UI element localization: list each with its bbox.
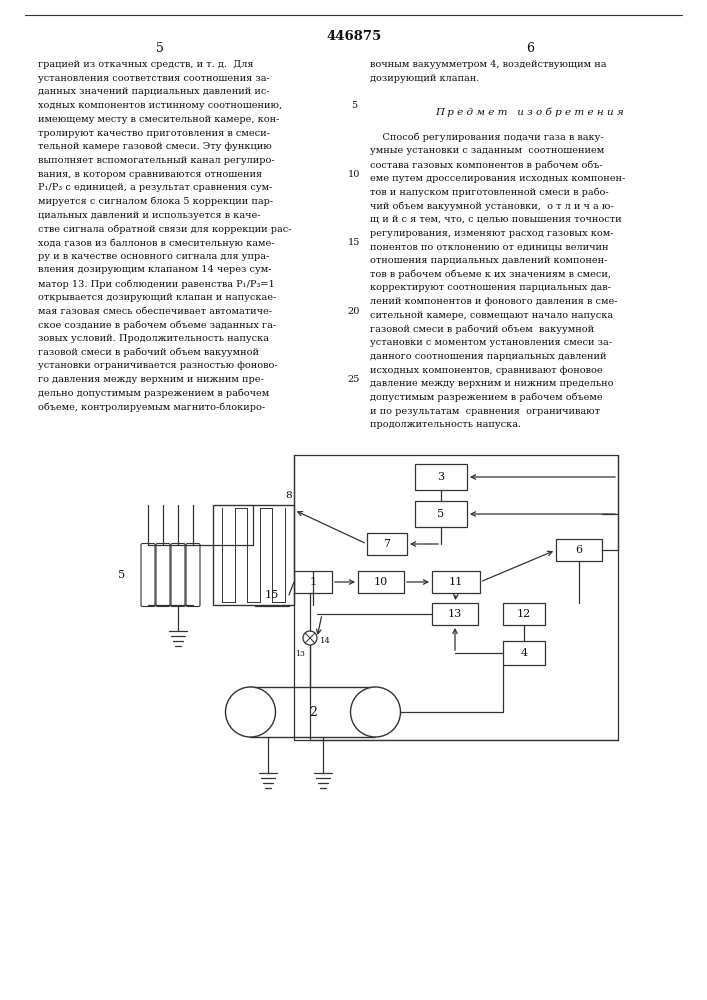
Text: 11: 11 <box>449 577 463 587</box>
Text: данных значений парциальных давлений ис-: данных значений парциальных давлений ис- <box>38 87 269 96</box>
Text: 13: 13 <box>295 650 305 658</box>
Text: 2: 2 <box>309 706 317 718</box>
Text: и по результатам  сравнения  ограничивают: и по результатам сравнения ограничивают <box>370 407 600 416</box>
Text: тролируют качество приготовления в смеси-: тролируют качество приготовления в смеси… <box>38 128 270 137</box>
Bar <box>415 501 467 527</box>
Text: 20: 20 <box>348 307 360 316</box>
Ellipse shape <box>226 687 276 737</box>
Text: P₁/P₃ с единицей, а результат сравнения сум-: P₁/P₃ с единицей, а результат сравнения … <box>38 183 272 192</box>
Text: отношения парциальных давлений компонен-: отношения парциальных давлений компонен- <box>370 256 607 265</box>
Text: 25: 25 <box>348 375 360 384</box>
Text: П р е д м е т   и з о б р е т е н и я: П р е д м е т и з о б р е т е н и я <box>436 108 624 117</box>
Ellipse shape <box>351 687 400 737</box>
Text: 5: 5 <box>438 509 445 519</box>
FancyBboxPatch shape <box>171 544 185 606</box>
Text: сительной камере, совмещают начало напуска: сительной камере, совмещают начало напус… <box>370 311 613 320</box>
Text: матор 13. При соблюдении равенства P₁/P₃=1: матор 13. При соблюдении равенства P₁/P₃… <box>38 279 275 289</box>
Text: щ и й с я тем, что, с целью повышения точности: щ и й с я тем, что, с целью повышения то… <box>370 215 621 224</box>
Text: 15: 15 <box>348 238 360 247</box>
Bar <box>503 641 545 665</box>
Bar <box>250 687 375 737</box>
Text: 6: 6 <box>575 545 583 555</box>
Text: 8: 8 <box>286 491 292 500</box>
Text: имеющему месту в смесительной камере, кон-: имеющему месту в смесительной камере, ко… <box>38 115 279 124</box>
Text: 12: 12 <box>517 609 531 619</box>
Text: продолжительность напуска.: продолжительность напуска. <box>370 420 521 429</box>
Bar <box>415 464 467 490</box>
Text: регулирования, изменяют расход газовых ком-: регулирования, изменяют расход газовых к… <box>370 229 614 238</box>
Text: лений компонентов и фонового давления в сме-: лений компонентов и фонового давления в … <box>370 297 617 306</box>
Text: корректируют соотношения парциальных дав-: корректируют соотношения парциальных дав… <box>370 283 611 292</box>
Bar <box>432 603 478 625</box>
Text: ходных компонентов истинному соотношению,: ходных компонентов истинному соотношению… <box>38 101 282 110</box>
Text: 7: 7 <box>383 539 390 549</box>
Text: вления дозирующим клапаном 14 через сум-: вления дозирующим клапаном 14 через сум- <box>38 265 271 274</box>
Text: 4: 4 <box>520 648 527 658</box>
Text: понентов по отклонению от единицы величин: понентов по отклонению от единицы величи… <box>370 242 609 251</box>
Text: тов и напуском приготовленной смеси в рабо-: тов и напуском приготовленной смеси в ра… <box>370 187 609 197</box>
Text: исходных компонентов, сравнивают фоновое: исходных компонентов, сравнивают фоновое <box>370 366 602 375</box>
Text: чий объем вакуумной установки,  о т л и ч а ю-: чий объем вакуумной установки, о т л и ч… <box>370 201 614 211</box>
FancyBboxPatch shape <box>156 544 170 606</box>
Text: 446875: 446875 <box>327 30 382 43</box>
Bar <box>367 533 407 555</box>
Bar <box>432 571 480 593</box>
Bar <box>503 603 545 625</box>
Text: установления соответствия соотношения за-: установления соответствия соотношения за… <box>38 74 270 83</box>
Text: установки с моментом установления смеси за-: установки с моментом установления смеси … <box>370 338 612 347</box>
Text: открывается дозирующий клапан и напускае-: открывается дозирующий клапан и напускае… <box>38 293 276 302</box>
Text: газовой смеси в рабочий объем  вакуумной: газовой смеси в рабочий объем вакуумной <box>370 324 594 334</box>
Text: состава газовых компонентов в рабочем объ-: состава газовых компонентов в рабочем об… <box>370 160 602 170</box>
Text: тельной камере газовой смеси. Эту функцию: тельной камере газовой смеси. Эту функци… <box>38 142 271 151</box>
FancyBboxPatch shape <box>141 544 155 606</box>
Bar <box>255 584 289 606</box>
Text: выполняет вспомогательный канал регулиро-: выполняет вспомогательный канал регулиро… <box>38 156 274 165</box>
Text: грацией из откачных средств, и т. д.  Для: грацией из откачных средств, и т. д. Для <box>38 60 254 69</box>
Text: умные установки с заданным  соотношением: умные установки с заданным соотношением <box>370 146 604 155</box>
Text: 5: 5 <box>119 570 126 580</box>
Bar <box>556 539 602 561</box>
Text: 10: 10 <box>374 577 388 587</box>
Text: вания, в котором сравниваются отношения: вания, в котором сравниваются отношения <box>38 170 262 179</box>
Text: ру и в качестве основного сигнала для упра-: ру и в качестве основного сигнала для уп… <box>38 252 269 261</box>
Text: мируется с сигналом блока 5 коррекции пар-: мируется с сигналом блока 5 коррекции па… <box>38 197 273 207</box>
Text: мая газовая смесь обеспечивает автоматиче-: мая газовая смесь обеспечивает автоматич… <box>38 307 272 316</box>
Text: дельно допустимым разрежением в рабочем: дельно допустимым разрежением в рабочем <box>38 389 269 398</box>
Text: тов в рабочем объеме к их значениям в смеси,: тов в рабочем объеме к их значениям в см… <box>370 270 611 279</box>
Text: 15: 15 <box>265 590 279 600</box>
Text: циальных давлений и используется в каче-: циальных давлений и используется в каче- <box>38 211 260 220</box>
Text: газовой смеси в рабочий объем вакуумной: газовой смеси в рабочий объем вакуумной <box>38 348 259 357</box>
Text: установки ограничивается разностью фоново-: установки ограничивается разностью фонов… <box>38 361 278 370</box>
Text: 5: 5 <box>156 42 164 55</box>
Text: допустимым разрежением в рабочем объеме: допустимым разрежением в рабочем объеме <box>370 393 602 402</box>
Text: хода газов из баллонов в смесительную каме-: хода газов из баллонов в смесительную ка… <box>38 238 274 248</box>
Text: 1: 1 <box>310 577 317 587</box>
Text: го давления между верхним и нижним пре-: го давления между верхним и нижним пре- <box>38 375 264 384</box>
Text: 10: 10 <box>348 170 360 179</box>
FancyBboxPatch shape <box>186 544 200 606</box>
Text: вочным вакуумметром 4, воздействующим на: вочным вакуумметром 4, воздействующим на <box>370 60 607 69</box>
Text: Способ регулирования подачи газа в ваку-: Способ регулирования подачи газа в ваку- <box>370 133 604 142</box>
Text: 5: 5 <box>351 101 357 110</box>
Bar <box>294 571 332 593</box>
Text: 14: 14 <box>320 637 331 645</box>
Text: давление между верхним и нижним предельно: давление между верхним и нижним предельн… <box>370 379 614 388</box>
Text: дозирующий клапан.: дозирующий клапан. <box>370 74 479 83</box>
Text: 6: 6 <box>526 42 534 55</box>
Text: объеме, контролируемым магнито-блокиро-: объеме, контролируемым магнито-блокиро- <box>38 402 265 412</box>
Text: данного соотношения парциальных давлений: данного соотношения парциальных давлений <box>370 352 607 361</box>
Text: ское создание в рабочем объеме заданных га-: ское создание в рабочем объеме заданных … <box>38 320 276 330</box>
Text: 13: 13 <box>448 609 462 619</box>
Text: 3: 3 <box>438 472 445 482</box>
Text: зовых условий. Продолжительность напуска: зовых условий. Продолжительность напуска <box>38 334 269 343</box>
Bar <box>213 505 294 605</box>
Text: еме путем дросселирования исходных компонен-: еме путем дросселирования исходных компо… <box>370 174 625 183</box>
Bar <box>358 571 404 593</box>
Text: стве сигнала обратной связи для коррекции рас-: стве сигнала обратной связи для коррекци… <box>38 224 291 234</box>
